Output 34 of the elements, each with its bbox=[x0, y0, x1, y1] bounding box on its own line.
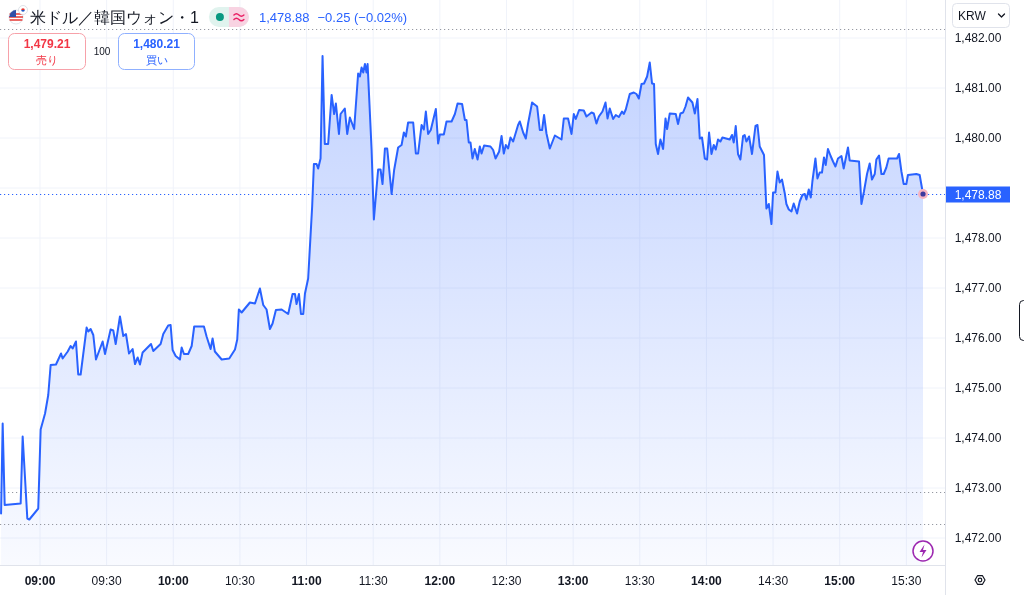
y-tick-label: 1,472.00 bbox=[954, 531, 1002, 545]
annotation: 売り bbox=[36, 54, 58, 66]
x-tick-label: 12:00 bbox=[424, 574, 456, 588]
annotation: 1,478.88 bbox=[258, 10, 310, 25]
annotation: 1,479.21 bbox=[23, 37, 71, 51]
x-tick-label: 13:30 bbox=[624, 574, 656, 588]
y-tick-label: 1,478.00 bbox=[954, 231, 1002, 245]
x-tick-label: 12:30 bbox=[491, 574, 522, 588]
x-tick-label: 09:00 bbox=[24, 574, 56, 588]
y-axis-title: KRW bbox=[958, 9, 987, 23]
x-tick-label: 14:30 bbox=[758, 574, 789, 588]
x-tick-label: 11:00 bbox=[291, 574, 322, 588]
y-tick-label: 1,473.00 bbox=[954, 481, 1002, 495]
annotation: 買い bbox=[145, 54, 168, 66]
x-tick-label: 15:30 bbox=[891, 574, 922, 588]
y-tick-label: 1,481.00 bbox=[954, 81, 1002, 95]
x-tick-label: 13:00 bbox=[557, 574, 589, 588]
annotation: 100 bbox=[93, 46, 111, 57]
y-tick-label: 1,477.00 bbox=[954, 281, 1002, 295]
x-tick-label: 15:00 bbox=[824, 574, 856, 588]
x-tick-label: 10:30 bbox=[224, 574, 256, 588]
y-tick-label: 1,482.00 bbox=[954, 31, 1002, 45]
annotation: −0.25 (−0.02%) bbox=[317, 10, 408, 25]
ref-line-label: 1,478.88 bbox=[954, 187, 1002, 202]
annotation: 1,480.21 bbox=[133, 37, 181, 51]
y-tick-label: 1,480.00 bbox=[954, 131, 1002, 145]
y-tick-label: 1,475.00 bbox=[954, 381, 1002, 395]
y-tick-label: 1,474.00 bbox=[954, 431, 1002, 445]
text: 米ドル／韓国ウォン・1 bbox=[30, 9, 199, 26]
y-tick-label: 1,476.00 bbox=[954, 331, 1002, 345]
x-tick-label: 10:00 bbox=[157, 574, 189, 588]
x-tick-label: 09:30 bbox=[91, 574, 122, 588]
x-tick-label: 14:00 bbox=[691, 574, 723, 588]
x-tick-label: 11:30 bbox=[358, 574, 389, 588]
